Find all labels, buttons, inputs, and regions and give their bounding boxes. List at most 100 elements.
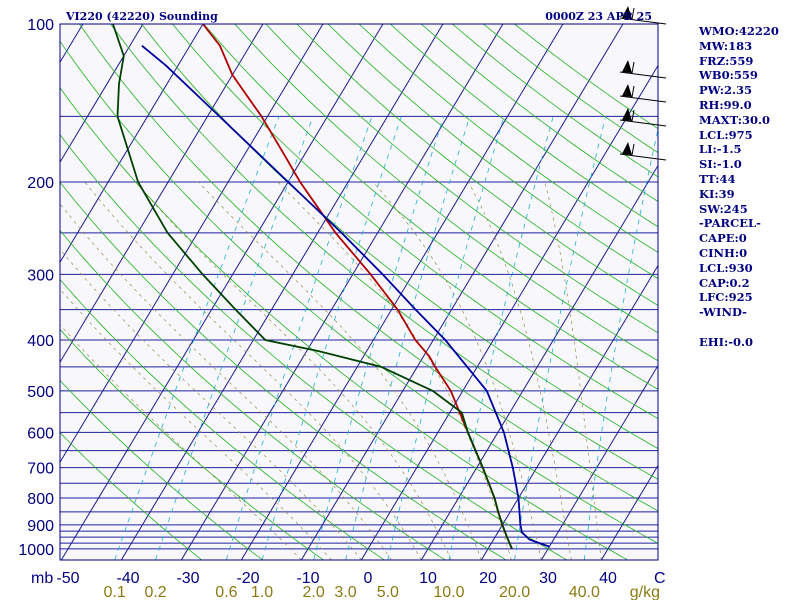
dry-adiabat	[60, 229, 446, 560]
temperature-unit-label: C	[654, 570, 666, 587]
index-item: CINH:0	[699, 245, 748, 260]
moist-adiabat	[198, 181, 482, 560]
isotherm-line	[120, 24, 444, 560]
pressure-tick-label: 800	[27, 491, 54, 508]
mixing-ratio-tick-label: 0.2	[144, 584, 166, 600]
moist-adiabat	[544, 181, 602, 560]
mixing-ratio-unit-label: g/kg	[630, 584, 660, 600]
mixing-ratio-line	[514, 116, 606, 560]
mixing-ratio-line	[448, 116, 554, 560]
pressure-tick-label: 100	[27, 17, 54, 34]
series-layer	[112, 24, 550, 550]
index-item: KI:39	[699, 186, 735, 201]
plot-frame	[59, 23, 659, 561]
moist-adiabat	[60, 248, 362, 560]
isotherm-line	[60, 24, 384, 560]
index-item: RH:99.0	[699, 97, 752, 112]
moist-adiabat	[467, 181, 572, 560]
dry-adiabat	[110, 24, 658, 480]
pressure-unit-label: mb	[31, 570, 53, 587]
isotherm-line	[540, 364, 658, 560]
index-item: -PARCEL-	[699, 216, 761, 231]
isotherm-line	[60, 24, 144, 164]
temperature-tick-label: -10	[296, 570, 319, 587]
temperature-tick-label: -20	[236, 570, 259, 587]
index-item: FRZ:559	[699, 53, 754, 68]
isotherm-line	[60, 24, 324, 464]
temperature-tick-label: -40	[116, 570, 139, 587]
dry-adiabat	[60, 87, 628, 560]
grid-layer	[60, 24, 658, 560]
mixing-ratio-line	[114, 116, 280, 560]
isotherm-line	[600, 464, 658, 560]
dry-adiabat	[60, 328, 324, 560]
dry-adiabat	[265, 24, 658, 334]
isotherm-line	[180, 24, 504, 560]
sounding-indices: WMO:42220 MW:183 FRZ:559 WB0:559 PW:2.35 RH:9…	[699, 24, 779, 350]
dry-adiabat	[60, 181, 507, 560]
isotherm-line	[60, 24, 204, 264]
dry-adiabat	[172, 24, 658, 420]
index-item: CAP:0.2	[699, 275, 750, 290]
dry-adiabat	[234, 24, 658, 362]
sounding-series-3	[141, 45, 550, 548]
index-item	[699, 320, 779, 335]
index-item: WMO:42220	[699, 24, 779, 38]
wind-barb	[619, 142, 667, 161]
pressure-tick-label: 400	[27, 333, 54, 350]
mixing-ratio-line	[345, 116, 471, 560]
index-item: -WIND-	[699, 305, 747, 320]
wind-barb	[619, 6, 667, 25]
plot-background	[60, 24, 658, 560]
temperature-tick-label: 10	[419, 570, 437, 587]
index-item: LI:-1.5	[699, 142, 742, 157]
index-item: PW:2.35	[699, 83, 753, 98]
index-item: TT:44	[699, 171, 736, 186]
mixing-ratio-tick-label: 1.0	[251, 584, 273, 600]
wind-barb	[619, 84, 667, 103]
temperature-tick-label: 30	[539, 570, 557, 587]
pressure-tick-label: 200	[27, 175, 54, 192]
temperature-tick-label: 20	[479, 570, 497, 587]
dry-adiabat	[60, 134, 568, 560]
moist-adiabat	[60, 203, 392, 560]
index-item: EHI:-0.0	[699, 334, 754, 349]
dry-adiabat	[60, 432, 203, 560]
dry-adiabat	[203, 24, 658, 390]
temperature-tick-label: -30	[176, 570, 199, 587]
mixing-ratio-tick-label: 20.0	[499, 584, 530, 600]
index-item: MW:183	[699, 38, 753, 53]
station-title: VI220 (42220) Sounding	[65, 10, 218, 23]
index-item: LCL:975	[699, 127, 753, 142]
isotherm-line	[240, 24, 564, 560]
mixing-ratio-tick-label: 10.0	[433, 584, 464, 600]
pressure-tick-label: 600	[27, 425, 54, 442]
moist-adiabat	[372, 181, 542, 560]
mixing-ratio-tick-label: 0.6	[215, 584, 237, 600]
wind-barb	[619, 60, 667, 79]
moist-adiabat	[135, 181, 452, 560]
index-item: CAPE:0	[699, 231, 747, 246]
mixing-ratio-line	[313, 116, 445, 560]
index-item: LFC:925	[699, 290, 753, 305]
index-item: SI:-1.0	[699, 157, 742, 172]
dry-adiabat	[358, 24, 658, 253]
moist-adiabat	[60, 288, 332, 560]
dry-adiabat	[79, 24, 658, 512]
temperature-tick-label: 0	[364, 570, 373, 587]
mixing-ratio-tick-label: 5.0	[377, 584, 399, 600]
index-item: WB0:559	[699, 68, 758, 83]
isotherm-line	[420, 164, 658, 560]
sounding-series-2	[112, 24, 513, 550]
mixing-ratio-tick-label: 40.0	[569, 584, 600, 600]
mixing-ratio-tick-label: 0.1	[104, 584, 126, 600]
pressure-tick-label: 500	[27, 384, 54, 401]
dry-adiabat	[60, 379, 263, 560]
temperature-tick-label: 40	[599, 570, 617, 587]
pressure-tick-label: 700	[27, 461, 54, 478]
isotherm-line	[480, 264, 658, 560]
index-item: MAXT:30.0	[699, 112, 770, 127]
mixing-ratio-line	[261, 116, 402, 560]
